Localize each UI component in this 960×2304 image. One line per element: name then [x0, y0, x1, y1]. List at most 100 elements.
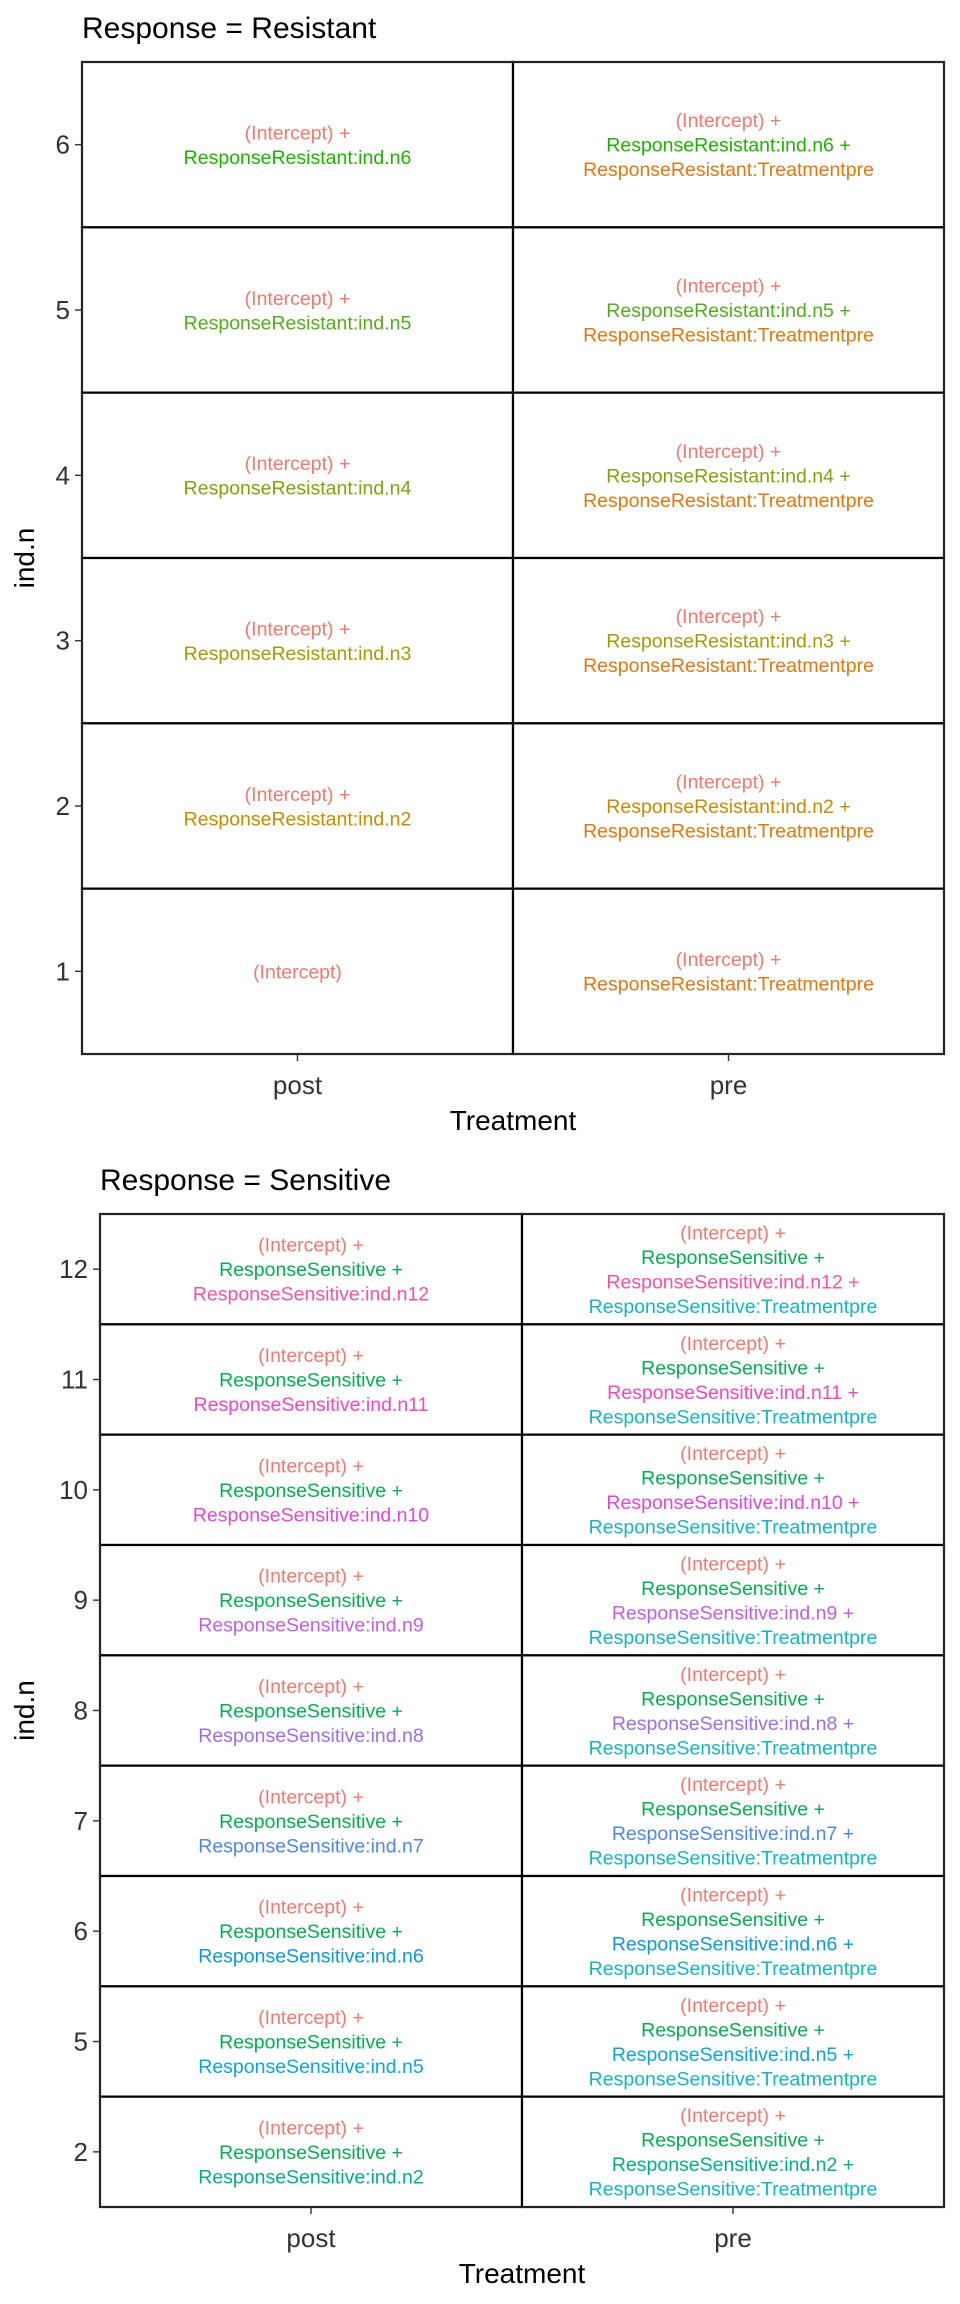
cell-label-post-7: (Intercept) + ResponseSensitive + Response…	[198, 1786, 423, 1857]
cell-label-line: ResponseResistant:Treatmentpre	[583, 490, 874, 512]
cell-label-pre-2: (Intercept) + ResponseSensitive + Response…	[589, 2105, 878, 2201]
cell-label-line: ResponseSensitive:ind.n10 +	[606, 1492, 859, 1514]
y-tick-label: 3	[56, 626, 70, 656]
cell-label-line: ResponseSensitive:Treatmentpre	[589, 1848, 878, 1870]
y-axis-label: ind.n	[9, 528, 40, 589]
cell-label-line: ResponseResistant:ind.n2 +	[606, 796, 850, 818]
cell-label-line: ResponseSensitive:Treatmentpre	[589, 1737, 878, 1759]
cell-label-line: ResponseResistant:ind.n2	[184, 808, 412, 830]
cell-label-pre-9: (Intercept) + ResponseSensitive + Response…	[589, 1553, 878, 1649]
panel-border	[81, 61, 945, 1055]
x-tick-label: post	[273, 1070, 323, 1100]
cell-label-line: (Intercept) +	[676, 949, 782, 971]
cell-label-line: ResponseSensitive +	[219, 1259, 403, 1281]
tile-pre-9	[520, 1543, 946, 1657]
cell-label-post-10: (Intercept) + ResponseSensitive + Response…	[193, 1455, 429, 1526]
cell-label-pre-10: (Intercept) + ResponseSensitive + Response…	[589, 1443, 878, 1539]
cell-label-line: (Intercept) +	[680, 1884, 786, 1906]
cell-label-line: ResponseSensitive:Treatmentpre	[589, 1627, 878, 1649]
cell-label-line: (Intercept) +	[680, 1664, 786, 1686]
cell-label-line: (Intercept) +	[258, 1786, 364, 1808]
tile-post-9	[98, 1543, 524, 1657]
cell-label-post-3: (Intercept) + ResponseResistant:ind.n3	[184, 618, 412, 665]
cell-label-pre-6: (Intercept) + ResponseResistant:ind.n6 + R…	[583, 110, 874, 181]
y-tick-label: 9	[74, 1585, 88, 1615]
cell-label-pre-5: (Intercept) + ResponseSensitive + Response…	[589, 1995, 878, 2091]
cell-label-line: ResponseSensitive:ind.n12 +	[606, 1271, 859, 1293]
cell-label-line: (Intercept) +	[258, 1455, 364, 1477]
cell-label-line: (Intercept) +	[676, 276, 782, 298]
cell-label-line: (Intercept) +	[258, 1345, 364, 1367]
y-tick-label: 11	[61, 1365, 88, 1395]
cell-label-line: (Intercept) +	[680, 1553, 786, 1575]
y-tick-label: 6	[74, 1916, 88, 1946]
panel-title: Response = Resistant	[82, 12, 377, 45]
tile-pre-2	[511, 722, 946, 890]
cell-label-line: ResponseSensitive +	[219, 2142, 403, 2164]
cell-label-line: ResponseResistant:ind.n5 +	[606, 300, 850, 322]
cell-label-line: (Intercept) +	[680, 1443, 786, 1465]
cell-label-line: ResponseResistant:ind.n3	[184, 643, 412, 665]
cell-label-post-8: (Intercept) + ResponseSensitive + Response…	[198, 1676, 423, 1747]
x-tick-label: pre	[710, 1070, 748, 1100]
cell-label-pre-6: (Intercept) + ResponseSensitive + Response…	[589, 1884, 878, 1980]
cell-label-line: ResponseResistant:Treatmentpre	[583, 325, 874, 347]
cell-label-line: ResponseSensitive +	[641, 1468, 825, 1490]
cell-label-line: (Intercept) +	[676, 441, 782, 463]
cell-label-line: (Intercept) +	[258, 1566, 364, 1588]
tile-post-10	[98, 1433, 524, 1547]
tile-post-8	[98, 1654, 524, 1767]
cell-label-post-11: (Intercept) + ResponseSensitive + Response…	[194, 1345, 429, 1416]
cell-label-line: ResponseSensitive:ind.n12	[193, 1284, 429, 1306]
cell-label-line: (Intercept) +	[676, 606, 782, 628]
cell-label-post-2: (Intercept) + ResponseSensitive + Response…	[198, 2117, 423, 2188]
tile-post-11	[98, 1323, 524, 1436]
cell-label-line: (Intercept) +	[680, 2105, 786, 2127]
tile-pre-5	[520, 1985, 946, 2098]
cell-label-line: ResponseSensitive +	[641, 1578, 825, 1600]
y-tick-label: 5	[74, 2027, 88, 2057]
cell-label-post-4: (Intercept) + ResponseResistant:ind.n4	[184, 453, 412, 500]
cell-label-post-5: (Intercept) + ResponseSensitive + Response…	[198, 2007, 424, 2078]
cell-label-line: ResponseResistant:ind.n4 +	[606, 465, 850, 487]
cell-label-post-12: (Intercept) + ResponseSensitive + Response…	[193, 1235, 429, 1306]
tile-pre-4	[511, 391, 946, 560]
tile-pre-6	[520, 1874, 946, 1988]
y-tick-label: 7	[74, 1806, 88, 1836]
cell-label-pre-2: (Intercept) + ResponseResistant:ind.n2 + R…	[583, 772, 874, 843]
x-tick-label: post	[286, 2223, 336, 2253]
cell-label-line: (Intercept) +	[680, 1995, 786, 2017]
cell-label-line: ResponseSensitive:Treatmentpre	[589, 1406, 878, 1428]
cell-label-line: ResponseSensitive +	[219, 1590, 403, 1612]
cell-label-line: (Intercept) +	[245, 122, 351, 144]
cell-label-pre-8: (Intercept) + ResponseSensitive + Response…	[589, 1664, 878, 1760]
cell-label-line: (Intercept) +	[245, 453, 351, 475]
cell-label-line: (Intercept) +	[245, 288, 351, 310]
cell-label-line: ResponseSensitive:ind.n8 +	[612, 1713, 854, 1735]
tile-post-4	[80, 391, 515, 560]
tile-pre-8	[520, 1654, 946, 1767]
cell-label-line: (Intercept) +	[676, 772, 782, 794]
y-tick-label: 8	[74, 1696, 88, 1726]
cell-label-line: ResponseResistant:Treatmentpre	[583, 821, 874, 843]
x-axis-label: Treatment	[450, 1105, 577, 1136]
y-tick-label: 4	[56, 460, 70, 490]
cell-label-post-6: (Intercept) + ResponseResistant:ind.n6	[184, 122, 412, 169]
tile-post-1	[80, 887, 515, 1056]
cell-label-line: ResponseSensitive:Treatmentpre	[589, 2068, 878, 2090]
cell-label-line: ResponseSensitive +	[641, 1247, 825, 1269]
y-tick-label: 2	[74, 2137, 88, 2167]
cell-label-line: (Intercept) +	[676, 110, 782, 132]
cell-label-line: ResponseSensitive:ind.n5	[198, 2056, 424, 2078]
tile-pre-6	[511, 60, 946, 229]
cell-label-line: ResponseSensitive:ind.n2	[198, 2166, 423, 2188]
cell-label-line: (Intercept) +	[258, 1676, 364, 1698]
cell-label-line: ResponseResistant:Treatmentpre	[583, 655, 874, 677]
tile-pre-5	[511, 226, 946, 394]
cell-label-line: ResponseSensitive +	[641, 1688, 825, 1710]
cell-label-line: (Intercept) +	[680, 1774, 786, 1796]
cell-label-line: ResponseResistant:ind.n6	[184, 147, 412, 169]
cell-label-line: (Intercept) +	[258, 2007, 364, 2029]
chart-panel-2: Response = Sensitive(Intercept) + Respons…	[9, 1164, 946, 2289]
